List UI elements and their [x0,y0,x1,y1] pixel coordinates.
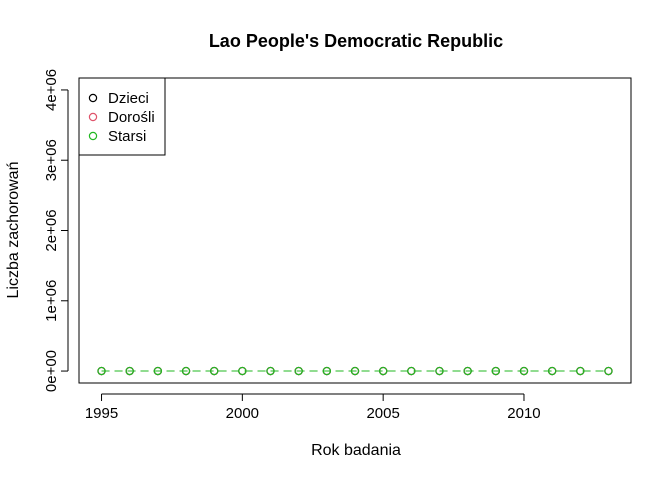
series-layer [97,366,613,376]
y-tick-label: 3e+06 [43,139,60,181]
data-point [97,366,106,376]
data-point [604,366,613,376]
plot-area-frame [78,77,632,384]
x-axis: 1995 2000 2005 2010 [85,393,541,422]
legend-label: Starsi [108,128,146,145]
data-point [435,366,444,376]
data-point [153,366,163,376]
data-point [547,366,557,376]
data-point [294,366,303,376]
data-point [125,366,134,376]
x-tick-label: 2005 [366,405,399,422]
legend-box [78,77,166,156]
legend: Dzieci Dorośli Starsi [78,77,166,156]
legend-marker [88,131,98,141]
data-point [181,366,191,376]
x-tick-label: 1995 [85,405,118,422]
x-axis-label: Rok badania [311,442,401,459]
y-tick-label: 1e+06 [43,280,60,322]
x-tick-label: 2000 [226,405,259,422]
data-point [209,366,219,376]
x-tick-label: 2010 [507,405,540,422]
data-point [322,366,332,376]
legend-marker [88,93,98,103]
legend-marker [88,112,98,122]
data-point [491,366,501,376]
legend-label: Dorośli [108,109,155,126]
y-tick-label: 4e+06 [43,69,60,111]
y-tick-label: 2e+06 [43,209,60,251]
y-tick-label: 0e+00 [43,350,60,392]
data-point [576,366,585,376]
data-point [407,366,416,376]
chart-title: Lao People's Democratic Republic [209,31,503,51]
data-point [463,366,472,376]
y-axis: 0e+00 1e+06 2e+06 3e+06 4e+06 [43,69,69,392]
data-point [378,366,388,376]
data-point [519,366,529,376]
data-point [350,366,360,376]
y-axis-label: Liczba zachorowań [5,162,22,299]
legend-label: Dzieci [108,90,149,107]
data-point [238,366,247,376]
data-point [266,366,275,376]
